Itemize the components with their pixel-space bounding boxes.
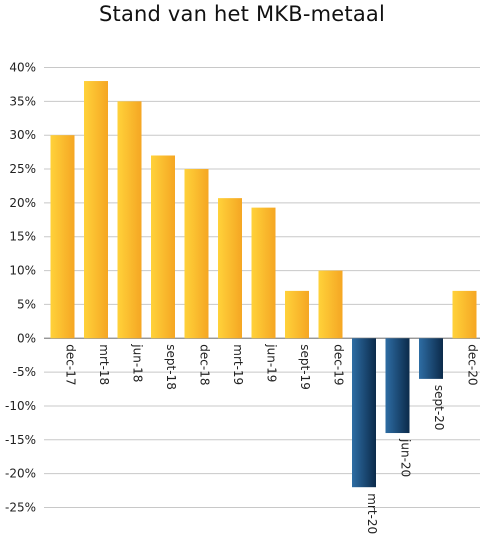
bars bbox=[50, 81, 477, 488]
x-tick-label: mrt-20 bbox=[365, 493, 379, 534]
y-tick-label: -10% bbox=[5, 399, 36, 413]
x-tick-label: dec-20 bbox=[466, 344, 480, 385]
bar-jun-19 bbox=[251, 207, 276, 339]
x-axis-ticks: dec-17 mrt-18 jun-18 sept-18 dec-18 mrt-19 jun… bbox=[64, 343, 480, 534]
bar-sept-19 bbox=[285, 290, 309, 339]
chart-title: Stand van het MKB-metaal bbox=[98, 2, 386, 26]
y-tick-label: 5% bbox=[17, 297, 36, 311]
bar-jun-18 bbox=[117, 101, 142, 339]
y-tick-label: 0% bbox=[17, 331, 36, 345]
x-tick-label: jun-20 bbox=[399, 438, 413, 477]
y-tick-label: 35% bbox=[9, 94, 36, 108]
bar-dec-17 bbox=[50, 135, 75, 339]
y-tick-label: 20% bbox=[9, 196, 36, 210]
bar-sept-18 bbox=[151, 155, 175, 339]
x-tick-label: jun-18 bbox=[131, 343, 145, 382]
bar-dec-18 bbox=[184, 169, 209, 339]
x-tick-label: jun-19 bbox=[265, 343, 279, 382]
y-tick-label: 25% bbox=[9, 162, 36, 176]
x-tick-label: mrt-19 bbox=[231, 344, 245, 385]
y-axis-ticks: 40% 35% 30% 25% 20% 15% 10% 5% 0% -5% -10% -15% -20%… bbox=[5, 61, 36, 515]
bar-jun-20 bbox=[385, 338, 410, 434]
y-tick-label: 40% bbox=[9, 61, 36, 75]
bar-mrt-20 bbox=[352, 338, 376, 488]
x-tick-label: sept-19 bbox=[298, 344, 312, 390]
x-tick-label: dec-18 bbox=[198, 344, 212, 385]
y-tick-label: -5% bbox=[13, 365, 36, 379]
bar-mrt-18 bbox=[84, 81, 108, 339]
y-tick-label: 10% bbox=[9, 264, 36, 278]
bar-mrt-19 bbox=[218, 198, 242, 339]
x-tick-label: sept-18 bbox=[164, 344, 178, 390]
x-tick-label: dec-17 bbox=[64, 344, 78, 385]
y-tick-label: -15% bbox=[5, 433, 36, 447]
bar-dec-19 bbox=[318, 270, 343, 339]
y-tick-label: 15% bbox=[9, 230, 36, 244]
y-tick-label: 30% bbox=[9, 128, 36, 142]
x-tick-label: dec-19 bbox=[332, 344, 346, 385]
y-tick-label: -20% bbox=[5, 467, 36, 481]
x-tick-label: sept-20 bbox=[432, 385, 446, 431]
bar-sept-20 bbox=[419, 338, 443, 379]
bar-dec-20 bbox=[452, 290, 477, 339]
x-tick-label: mrt-18 bbox=[97, 344, 111, 385]
y-tick-label: -25% bbox=[5, 501, 36, 515]
